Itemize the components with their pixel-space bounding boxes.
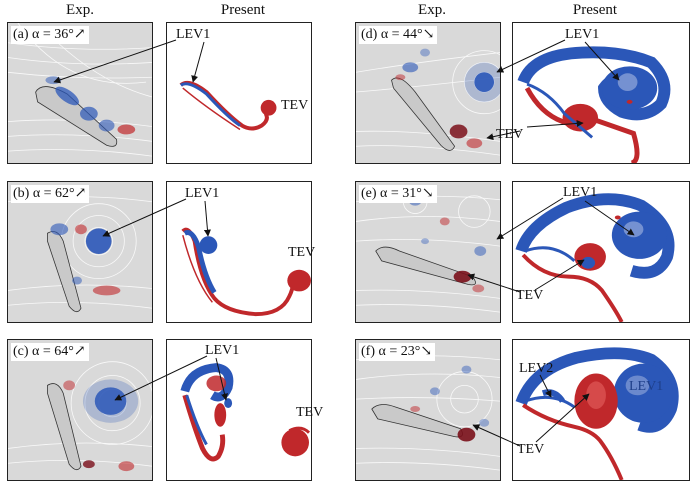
airfoil-shape	[391, 77, 456, 151]
annotation-tev-a: TEV	[281, 98, 309, 113]
panel-f-exp: (f) α = 23°↘	[355, 339, 501, 481]
header-exp-right: Exp.	[418, 2, 446, 18]
header-exp-left: Exp.	[66, 2, 94, 18]
panel-d-exp-figure	[356, 48, 500, 156]
panel-d-label: (d) α = 44°↘	[359, 26, 438, 44]
annotation-lev1-a: LEV1	[176, 27, 211, 42]
panel-f-exp-figure	[356, 355, 500, 471]
panel-e-exp-figure	[356, 189, 500, 313]
panel-b-present-figure	[181, 227, 311, 317]
panel-a-label: (a) α = 36°↗	[11, 26, 89, 44]
panel-c-exp-figure	[8, 361, 152, 472]
annotation-tev-e: TEV	[516, 288, 544, 303]
annotation-tev-f: TEV	[517, 442, 545, 457]
panel-a-exp-figure	[8, 23, 152, 157]
panel-d-exp: (d) α = 44°↘	[355, 22, 501, 164]
annotation-tev-b: TEV	[288, 245, 316, 260]
annotation-lev1-f: LEV1	[629, 379, 664, 394]
panel-b-present	[166, 181, 312, 323]
panel-d-present	[512, 22, 690, 164]
header-present-left: Present	[220, 2, 266, 18]
panel-a-present-figure	[179, 80, 277, 131]
panel-e-exp: (e) α = 31°↘	[355, 181, 501, 323]
panel-b-label: (b) α = 62°↗	[11, 185, 90, 203]
panel-b-exp: (b) α = 62°↗	[7, 181, 153, 323]
annotation-lev1-c: LEV1	[205, 343, 240, 358]
panel-a-exp: (a) α = 36°↗	[7, 22, 153, 164]
airfoil-shape	[35, 86, 118, 147]
panel-c-present-figure	[180, 363, 311, 462]
annotation-tev-d: TEV	[496, 127, 524, 142]
annotation-lev1-b: LEV1	[185, 186, 220, 201]
panel-d-present-figure	[517, 46, 671, 163]
panel-a-present	[166, 22, 312, 164]
annotation-lev1-d: LEV1	[565, 27, 600, 42]
annotation-lev1-e: LEV1	[563, 185, 598, 200]
airfoil-shape	[371, 404, 463, 438]
airfoil-shape	[47, 383, 82, 471]
panel-c-exp: (c) α = 64°↗	[7, 339, 153, 481]
panel-b-exp-figure	[8, 196, 152, 313]
panel-f-label: (f) α = 23°↘	[359, 343, 436, 361]
header-present-right: Present	[572, 2, 618, 18]
annotation-lev2-f: LEV2	[519, 361, 554, 376]
panel-e-label: (e) α = 31°↘	[359, 185, 437, 203]
panel-c-present	[166, 339, 312, 481]
panel-c-label: (c) α = 64°↗	[11, 343, 89, 361]
airfoil-shape	[47, 231, 82, 313]
annotation-tev-c: TEV	[296, 405, 324, 420]
